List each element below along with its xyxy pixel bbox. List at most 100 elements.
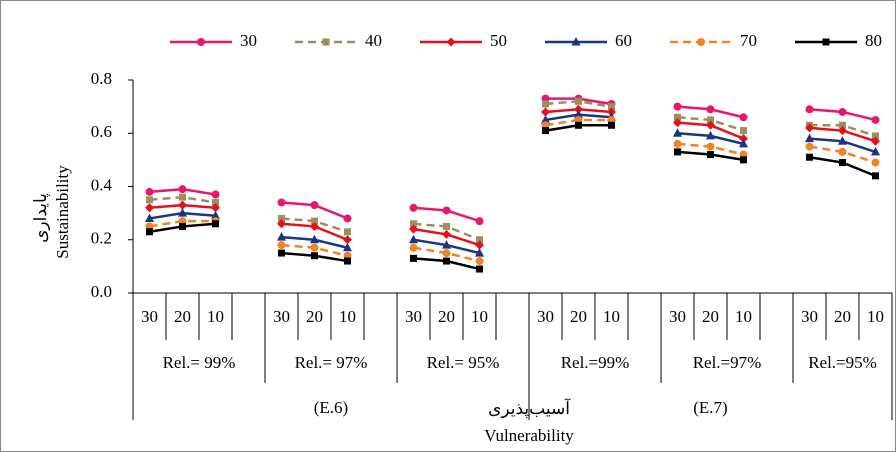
x-tick-label: 30: [669, 307, 686, 326]
group-label: Rel.=95%: [808, 353, 877, 372]
data-point: [475, 217, 484, 226]
data-point: [442, 229, 451, 239]
data-point: [707, 151, 714, 159]
data-point: [574, 109, 583, 119]
x-axis-title: Vulnerability: [484, 426, 574, 445]
x-tick-label: 10: [207, 307, 224, 326]
x-tick-label: 10: [471, 307, 488, 326]
data-point: [343, 214, 352, 223]
data-point: [211, 203, 220, 213]
data-point: [872, 172, 879, 180]
x-tick-label: 20: [702, 307, 719, 326]
x-tick-label: 20: [438, 307, 455, 326]
data-point: [409, 234, 418, 244]
legend-label: 70: [740, 31, 757, 50]
data-point: [805, 105, 814, 114]
data-point: [178, 208, 187, 217]
data-point: [277, 219, 286, 229]
y-axis-title: Sustainability: [53, 165, 72, 259]
data-point: [278, 249, 285, 257]
data-point: [871, 115, 880, 124]
x-tick-label: 20: [174, 307, 191, 326]
data-point: [344, 257, 351, 265]
data-point: [410, 254, 417, 262]
y-tick-label: 0.4: [91, 175, 113, 194]
x-tick-label: 10: [339, 307, 356, 326]
legend-label: 30: [240, 31, 257, 50]
legend-marker: [322, 38, 330, 46]
group-label: Rel.=99%: [561, 353, 630, 372]
x-tick-label: 30: [141, 307, 158, 326]
data-point: [740, 127, 747, 135]
data-point: [806, 153, 813, 161]
data-point: [706, 142, 715, 151]
data-point: [146, 228, 153, 236]
data-point: [542, 127, 549, 135]
data-point: [310, 243, 319, 252]
y-tick-label: 0.8: [91, 69, 112, 88]
data-point: [740, 156, 747, 164]
data-point: [838, 126, 847, 136]
data-point: [475, 257, 484, 266]
data-point: [178, 200, 187, 210]
data-point: [179, 222, 186, 230]
data-point: [838, 107, 847, 116]
data-point: [442, 240, 451, 249]
data-point: [607, 107, 616, 117]
data-point: [871, 146, 880, 156]
data-point: [476, 236, 483, 244]
data-point: [278, 214, 285, 222]
x-tick-label: 20: [834, 307, 851, 326]
data-point: [805, 142, 814, 151]
data-point: [277, 232, 286, 241]
data-point: [674, 113, 681, 121]
group-label: Rel.= 99%: [163, 353, 236, 372]
data-point: [475, 240, 484, 250]
data-point: [838, 147, 847, 156]
data-point: [145, 187, 154, 196]
data-point: [409, 243, 418, 252]
data-point: [311, 217, 318, 225]
data-point: [707, 116, 714, 124]
data-point: [739, 113, 748, 122]
data-point: [178, 185, 187, 194]
data-point: [212, 220, 219, 228]
data-point: [673, 102, 682, 111]
group-label: Rel.= 97%: [295, 353, 368, 372]
data-point: [872, 132, 879, 140]
y-axis-title-fa: پایداری: [31, 193, 51, 243]
data-point: [310, 221, 319, 231]
x-tick-label: 10: [603, 307, 620, 326]
x-tick-label: 10: [735, 307, 752, 326]
y-tick-label: 0.6: [91, 122, 112, 141]
super-group-label: (E.7): [693, 398, 727, 417]
data-point: [277, 198, 286, 207]
data-point: [211, 190, 220, 199]
y-tick-label: 0.0: [91, 282, 112, 301]
data-point: [706, 120, 715, 130]
data-point: [608, 121, 615, 129]
data-point: [839, 159, 846, 167]
legend-marker: [822, 38, 830, 46]
data-point: [310, 201, 319, 210]
data-point: [706, 105, 715, 114]
legend-label: 50: [490, 31, 507, 50]
x-tick-label: 30: [405, 307, 422, 326]
data-point: [145, 213, 154, 222]
x-tick-label: 10: [867, 307, 884, 326]
x-tick-label: 20: [570, 307, 587, 326]
data-point: [871, 158, 880, 167]
legend-marker: [446, 37, 456, 47]
data-point: [212, 198, 219, 206]
data-point: [146, 196, 153, 204]
data-point: [476, 265, 483, 273]
data-point: [310, 234, 319, 244]
data-point: [442, 249, 451, 258]
data-point: [541, 114, 550, 124]
super-group-label: (E.6): [314, 398, 348, 417]
x-tick-label: 20: [306, 307, 323, 326]
x-tick-label: 30: [273, 307, 290, 326]
data-point: [442, 206, 451, 215]
data-point: [409, 224, 418, 234]
